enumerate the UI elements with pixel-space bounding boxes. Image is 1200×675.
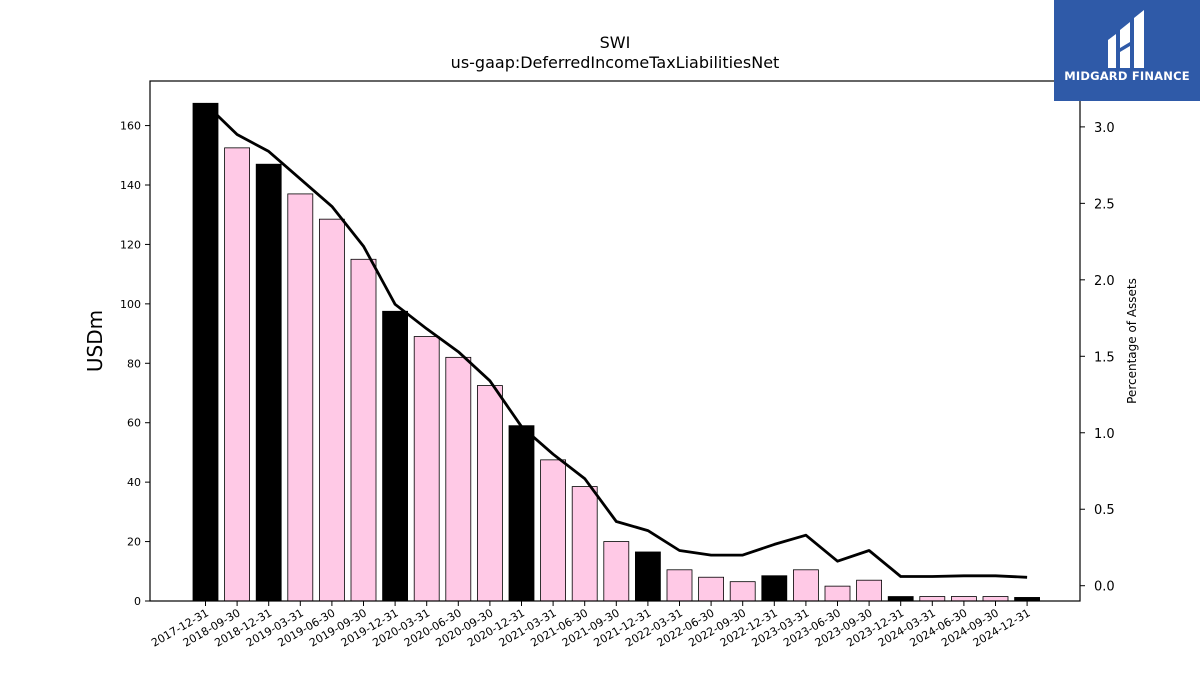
plot-frame bbox=[149, 80, 1081, 602]
y-tick-label: 160 bbox=[120, 120, 141, 133]
bar-2019-09-30 bbox=[350, 258, 377, 602]
y2-tick-label: 2.5 bbox=[1094, 197, 1115, 212]
y-tick-label: 120 bbox=[120, 238, 141, 251]
bar-2021-09-30 bbox=[603, 541, 630, 602]
y-axis-label: USDm bbox=[83, 310, 107, 372]
y2-tick-label: 1.0 bbox=[1094, 427, 1115, 442]
logo-text: MIDGARD FINANCE bbox=[1064, 69, 1190, 83]
bar-2019-06-30 bbox=[318, 218, 345, 602]
logo-mark-icon bbox=[1108, 10, 1144, 68]
bar-2024-06-30 bbox=[951, 596, 977, 602]
y-tick-label: 20 bbox=[127, 536, 141, 549]
line-group bbox=[204, 102, 1028, 579]
bar-2021-06-30 bbox=[571, 486, 598, 602]
y-tick-label: 140 bbox=[120, 179, 141, 192]
bar-2022-06-30 bbox=[698, 576, 724, 602]
y-tick-label: 0 bbox=[134, 595, 141, 608]
bar-2021-03-31 bbox=[540, 459, 566, 602]
bar-2020-06-30 bbox=[445, 356, 472, 602]
x-axis: 2017-12-312018-09-302018-12-312019-03-31… bbox=[149, 601, 1033, 650]
bar-2018-09-30 bbox=[224, 147, 251, 602]
bar-2018-12-31 bbox=[255, 163, 282, 602]
bar-2023-12-31 bbox=[887, 596, 914, 602]
bars-group bbox=[192, 102, 1040, 602]
chart-subtitle: us-gaap:DeferredIncomeTaxLiabilitiesNet bbox=[451, 53, 780, 72]
logo: MIDGARD FINANCE bbox=[1054, 0, 1200, 101]
bar-2022-09-30 bbox=[729, 581, 756, 602]
y-tick-label: 100 bbox=[120, 298, 141, 311]
bar-2023-06-30 bbox=[824, 585, 851, 602]
bar-2022-12-31 bbox=[761, 575, 788, 602]
y2-axis-label: Percentage of Assets bbox=[1125, 278, 1139, 404]
y-tick-label: 80 bbox=[127, 357, 141, 370]
bar-2020-09-30 bbox=[476, 385, 503, 602]
bar-2017-12-31 bbox=[192, 102, 219, 602]
y2-tick-label: 3.0 bbox=[1094, 121, 1115, 136]
y-axis-left: 0 20 40 60 80 100 120 140 160 bbox=[120, 120, 150, 608]
y2-tick-label: 0.0 bbox=[1094, 580, 1115, 595]
bar-2023-03-31 bbox=[793, 569, 819, 602]
y-tick-label: 60 bbox=[127, 417, 141, 430]
y-tick-label: 40 bbox=[127, 476, 141, 489]
chart-title: SWI bbox=[600, 33, 631, 52]
y2-tick-label: 2.0 bbox=[1094, 274, 1115, 289]
bar-2019-03-31 bbox=[287, 193, 314, 602]
y-axis-right: 0.0 0.5 1.0 1.5 2.0 2.5 3.0 bbox=[1080, 121, 1115, 595]
bar-2020-12-31 bbox=[508, 425, 535, 602]
percentage-of-assets-line bbox=[204, 102, 1028, 579]
y2-tick-label: 1.5 bbox=[1094, 350, 1115, 365]
bar-2024-03-31 bbox=[919, 596, 946, 602]
y2-tick-label: 0.5 bbox=[1094, 503, 1115, 518]
bar-2024-09-30 bbox=[982, 596, 1009, 602]
bar-2022-03-31 bbox=[666, 569, 693, 602]
bar-2020-03-31 bbox=[413, 336, 440, 602]
bar-2021-12-31 bbox=[635, 551, 661, 602]
bar-2023-09-30 bbox=[856, 579, 882, 602]
bar-2019-12-31 bbox=[382, 310, 409, 602]
